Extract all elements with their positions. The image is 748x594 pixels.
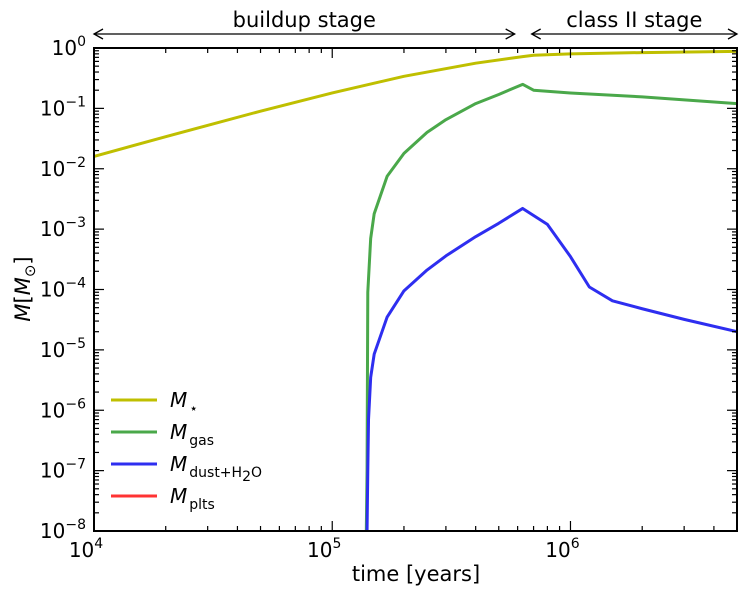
tick-layer: 104 105 10610010−110−210−310−410−510−610−7… <box>40 34 738 562</box>
legend-entry-name: M <box>170 420 187 444</box>
y-axis-label-main: M <box>11 303 35 321</box>
x-tick-base: 10 <box>69 538 94 562</box>
series-line-gas <box>364 82 737 531</box>
legend-entry-sub: dust+H <box>189 465 242 481</box>
y-tick-base: 10 <box>40 398 65 422</box>
legend-entry-name: M <box>170 484 187 508</box>
legend-entry-name: M <box>170 452 187 476</box>
x-tick-exp: 5 <box>333 536 342 552</box>
y-tick-exp: −5 <box>65 336 86 352</box>
stage-arrows <box>92 28 739 40</box>
y-tick-label: 10−7 <box>40 457 86 483</box>
legend-entry-sub: plts <box>189 497 215 513</box>
y-tick-exp: −1 <box>65 94 86 110</box>
series-line-⋆ <box>94 49 737 158</box>
y-tick-label: 100 <box>52 34 86 60</box>
series-line-dust+H <box>365 206 737 531</box>
y-tick-label: 10−4 <box>40 276 86 302</box>
y-tick-base: 10 <box>40 459 65 483</box>
stage-annotations: buildup stage class II stage <box>92 8 739 40</box>
y-tick-base: 10 <box>40 217 65 241</box>
y-tick-base: 10 <box>40 96 65 120</box>
x-axis-label: time [years] <box>352 562 480 586</box>
legend-entry-sub: gas <box>189 433 214 449</box>
stage-arrow-head-left <box>530 28 541 40</box>
y-tick-label: 10−5 <box>40 336 86 362</box>
legend-entry-sub: ⋆ <box>189 401 198 417</box>
x-tick-label: 105 <box>307 536 341 562</box>
x-tick-base: 10 <box>545 538 570 562</box>
y-tick-label: 10−2 <box>40 155 86 181</box>
y-tick-label: 10−6 <box>40 396 86 422</box>
y-tick-base: 10 <box>40 338 65 362</box>
y-tick-exp: −2 <box>65 155 86 171</box>
y-tick-base: 10 <box>40 157 65 181</box>
y-tick-label: 10−3 <box>40 215 86 241</box>
y-tick-base: 10 <box>40 519 65 543</box>
y-tick-base: 10 <box>40 278 65 302</box>
legend-entry-sub3: O <box>251 465 262 481</box>
y-axis-label: M[M⊙] <box>11 256 39 321</box>
buildup-stage-label: buildup stage <box>233 8 376 32</box>
stage-arrow-head-right <box>505 28 517 40</box>
svg-text:M[M⊙]: M[M⊙] <box>11 256 39 321</box>
y-tick-exp: −6 <box>65 396 86 412</box>
y-tick-exp: 0 <box>77 34 86 50</box>
legend-entry: M ⋆ <box>170 388 198 417</box>
y-tick-exp: −3 <box>65 215 86 231</box>
legend-entry-sub2: 2 <box>242 469 251 485</box>
y-tick-base: 10 <box>52 36 77 60</box>
x-tick-exp: 6 <box>571 536 580 552</box>
stage-arrow-head-right <box>727 28 739 40</box>
class-ii-stage-label: class II stage <box>566 8 702 32</box>
x-tick-base: 10 <box>307 538 332 562</box>
x-tick-label: 104 <box>69 536 103 562</box>
legend-entry-name: M <box>170 388 187 412</box>
x-tick-exp: 4 <box>94 536 103 552</box>
series-layer <box>94 49 737 531</box>
y-tick-exp: −4 <box>65 276 86 292</box>
x-tick-label: 106 <box>545 536 579 562</box>
y-axis-label-unit-sub: ⊙ <box>21 265 39 278</box>
stage-arrow-head-left <box>92 28 104 40</box>
y-tick-label: 10−1 <box>40 94 86 120</box>
y-tick-exp: −7 <box>65 457 86 473</box>
y-tick-label: 10−8 <box>40 517 86 543</box>
plot-frame <box>93 47 738 532</box>
y-axis-label-unit: M <box>11 277 35 295</box>
y-tick-exp: −8 <box>65 517 86 533</box>
